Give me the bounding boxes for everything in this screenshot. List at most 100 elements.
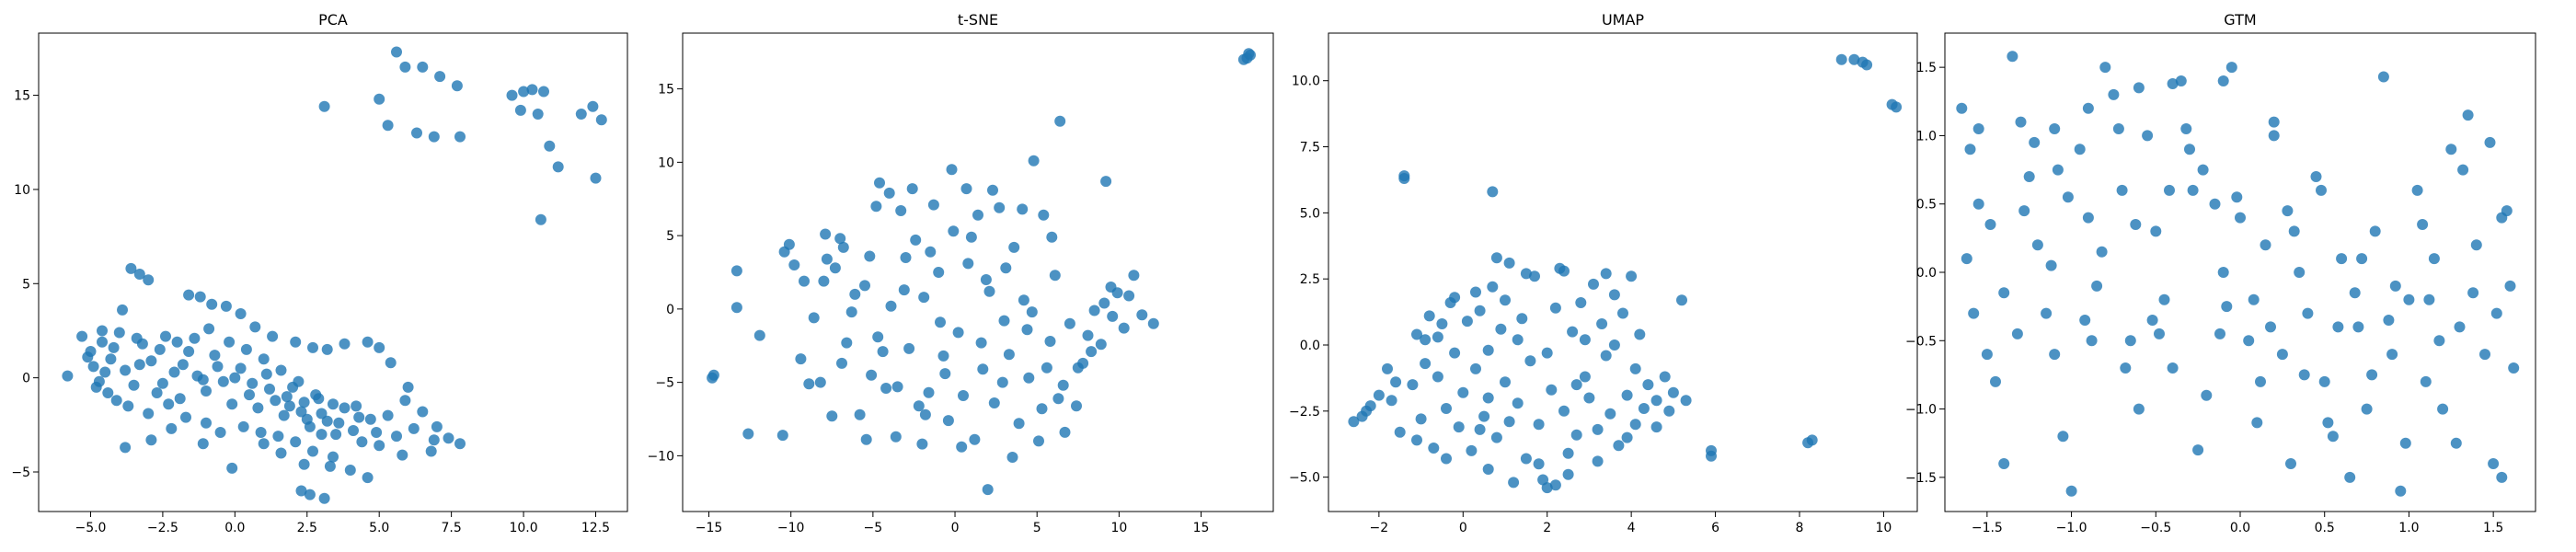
scatter-point [2062, 191, 2074, 203]
scatter-point [776, 430, 788, 442]
scatter-point [1961, 253, 1972, 265]
scatter-point [203, 323, 215, 335]
scatter-point [362, 472, 374, 484]
y-tick-label: 1.5 [1916, 61, 1937, 75]
scatter-point [1650, 421, 1662, 433]
scatter-point [988, 397, 1000, 408]
scatter-point [910, 234, 922, 246]
scatter-point [837, 241, 849, 253]
scatter-point [247, 377, 259, 389]
x-tick-label: 0.0 [224, 521, 245, 535]
y-tick-label: −5.0 [1289, 471, 1320, 486]
scatter-point [93, 375, 105, 387]
scatter-point [958, 390, 969, 401]
panel-umap: UMAP −2 0 2 4 6 8 10 −5.0 −2.5 0.0 2.5 5.0 7.5 10.0 [1289, 11, 1918, 535]
scatter-point [1017, 203, 1029, 215]
y-axis-ticks: −5 0 5 10 15 [11, 89, 39, 480]
scatter-point [163, 398, 175, 410]
scatter-point [707, 369, 719, 381]
x-tick-label: 0.5 [2315, 521, 2335, 535]
scatter-point [874, 177, 885, 189]
scatter-point [2322, 417, 2334, 429]
scatter-point [1470, 362, 1481, 374]
scatter-point [1046, 231, 1058, 243]
scatter-point [267, 330, 279, 342]
scatter-point [1013, 418, 1025, 430]
x-tick-label: 6 [1711, 521, 1719, 535]
scatter-point [2255, 375, 2266, 387]
scatter-point [1028, 155, 1040, 167]
scatter-point [133, 269, 145, 280]
plot-frame [38, 32, 628, 512]
scatter-point [891, 381, 903, 393]
scatter-point [2065, 485, 2077, 497]
scatter-point [1972, 198, 1984, 210]
scatter-point [1482, 344, 1494, 356]
scatter-point [2217, 75, 2229, 86]
scatter-point [2344, 471, 2356, 483]
scatter-point [1449, 292, 1461, 304]
scatter-point [2099, 62, 2111, 74]
scatter-point [2260, 239, 2271, 251]
scatter-point [1520, 268, 1532, 280]
scatter-point [1026, 306, 1038, 318]
scatter-point [76, 330, 88, 342]
scatter-point [318, 492, 330, 504]
scatter-point [506, 89, 518, 101]
scatter-point [1474, 423, 1486, 435]
scatter-point [1411, 434, 1422, 446]
y-tick-label: 0 [22, 372, 30, 386]
scatter-point [1071, 400, 1082, 412]
scatter-point [295, 406, 307, 418]
scatter-point [1617, 307, 1628, 319]
scatter-point [260, 368, 272, 380]
scatter-point [1596, 318, 1608, 329]
scatter-point [166, 422, 178, 434]
scatter-point [1650, 395, 1662, 407]
scatter-point [1608, 289, 1620, 301]
scatter-point [1500, 376, 1511, 388]
scatter-point [1118, 322, 1130, 334]
scatter-point [1461, 316, 1473, 328]
scatter-point [1583, 392, 1595, 404]
scatter-point [2462, 109, 2474, 121]
scatter-point [2479, 349, 2490, 361]
scatter-point [544, 140, 556, 152]
scatter-point [1006, 452, 1018, 463]
scatter-point [895, 205, 907, 216]
scatter-point [799, 275, 810, 287]
scatter-point [2386, 349, 2398, 361]
scatter-point [1041, 362, 1052, 374]
scatter-point [1398, 173, 1410, 184]
scatter-point [1407, 379, 1419, 391]
scatter-point [417, 406, 429, 418]
scatter-point [1449, 347, 1461, 359]
scatter-point [2074, 144, 2086, 155]
scatter-point [160, 330, 171, 342]
x-tick-label: 8 [1796, 521, 1804, 535]
scatter-point [821, 253, 833, 265]
scatter-point [1373, 389, 1385, 401]
y-tick-label: −2.5 [1289, 405, 1320, 420]
scatter-point [1634, 328, 1646, 340]
scatter-point [2417, 219, 2429, 230]
scatter-point [2015, 116, 2027, 128]
scatter-point [903, 342, 915, 354]
scatter-point [183, 289, 195, 301]
scatter-point [105, 353, 117, 365]
scatter-point [293, 375, 305, 387]
scatter-point [1095, 339, 1107, 351]
y-tick-label: −0.5 [1905, 334, 1937, 349]
scatter-point [590, 172, 602, 184]
scatter-point [1072, 362, 1084, 374]
scatter-point [877, 346, 889, 358]
scatter-point [417, 61, 429, 73]
scatter-point [348, 425, 359, 436]
scatter-point [2158, 293, 2170, 305]
panel-tsne: t-SNE −15 −10 −5 0 5 10 15 −10 −5 0 5 10 15 [647, 11, 1274, 535]
scatter-point [2116, 184, 2128, 196]
scatter-point [1706, 450, 1717, 462]
scatter-point [2082, 212, 2094, 224]
scatter-point [518, 86, 530, 98]
scatter-point [2225, 62, 2237, 74]
